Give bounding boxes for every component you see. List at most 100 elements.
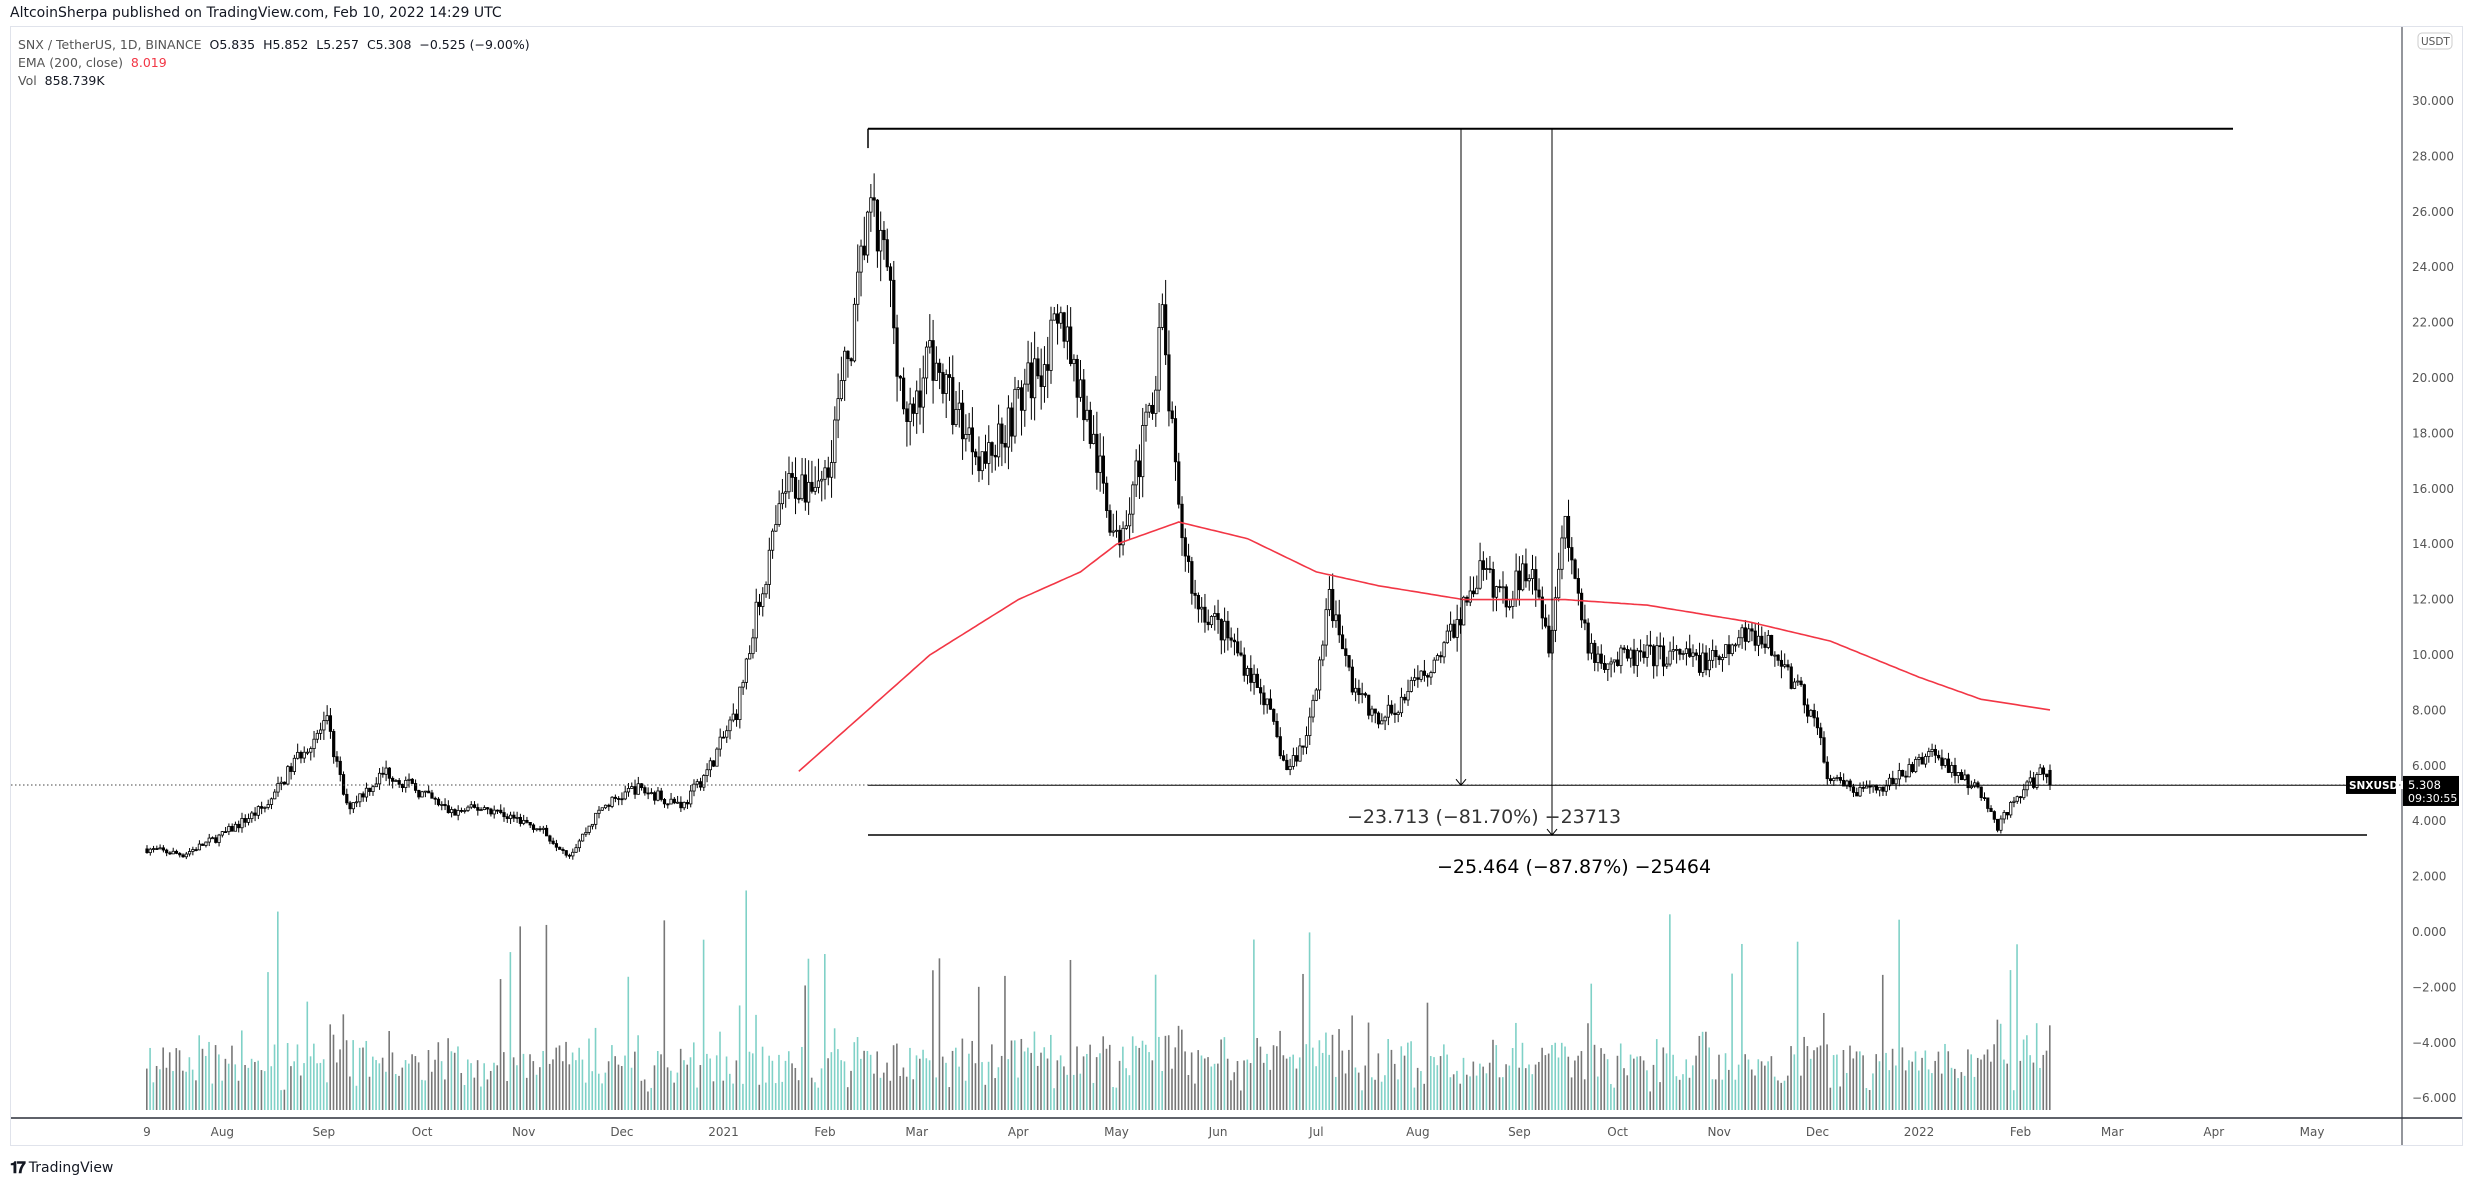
candle-down [1039,375,1043,387]
volume-bar [381,1057,384,1110]
candle-up [1042,364,1047,387]
volume-bar [1518,1067,1520,1110]
volume-bar [1757,1059,1760,1110]
tradingview-logo[interactable]: 𝟏𝟕 TradingView [10,1158,113,1178]
legend-open: O5.835 [209,37,256,52]
volume-bar [182,1070,184,1110]
volume-bar [1354,1067,1357,1110]
price-axis[interactable]: 30.000 28.000 26.000 24.000 22.000 20.000 18.0… [2401,27,2456,1145]
volume-bar [1508,1065,1511,1110]
volume-bar [303,1063,305,1110]
candle-up [2022,789,2026,799]
candle-up [738,686,742,720]
volume-bar [1865,1088,1868,1110]
volume-bar [532,1061,535,1110]
volume-bar [417,1062,420,1110]
volume-bar [221,1080,223,1110]
candle-up [1160,304,1164,328]
currency-badge[interactable] [2417,32,2453,50]
volume-bar [1675,1076,1678,1110]
candle-up [1684,648,1689,654]
volume-bar [846,1087,849,1110]
volume-bar [1970,1054,1972,1110]
candle-down [1498,586,1502,589]
legend-ema-row: EMA (200, close) 8.019 [18,54,530,72]
candle-up [377,772,382,785]
candle-down [1625,649,1630,659]
volume-bar [1567,1056,1570,1110]
volume-bar [191,1069,194,1110]
candle-down [672,798,676,804]
volume-bar [1213,1063,1216,1110]
candle-up [761,593,765,607]
legend-symbol[interactable]: SNX / TetherUS, 1D, BINANCE [18,37,202,52]
candle-up [1747,628,1751,642]
legend-vol-label[interactable]: Vol [18,73,37,88]
candle-down [1995,818,2000,831]
chart-pane[interactable] [10,26,2463,1146]
volume-bar [1295,1068,1298,1110]
candle-down [1055,313,1060,324]
volume-bar [1161,1070,1163,1110]
candle-down [960,402,965,440]
volume-bar [702,939,705,1110]
volume-bar [1822,1012,1825,1110]
legend-ema-label[interactable]: EMA (200, close) [18,55,123,70]
candle-down [617,798,621,800]
time-axis[interactable]: 9 Aug Sep Oct Nov Dec 2021 Feb Mar Apr May Jun Jul Au… [11,1117,2462,1139]
candle-down [1439,655,1443,658]
volume-bar [227,1063,230,1110]
volume-bar [1574,1060,1576,1110]
volume-bar [1210,1066,1213,1110]
candle-up [603,804,608,809]
volume-bar [1796,941,1799,1110]
volume-bar [240,1030,243,1110]
candle-up [273,791,277,800]
candle-down [1167,354,1171,412]
candle-up [1956,772,1960,776]
candle-up [656,790,660,801]
candle-down [1206,621,1210,626]
candle-down [338,760,342,775]
candle-down [888,266,893,281]
candle-down [1216,613,1220,620]
volume-bar [349,1076,351,1110]
candle-down [1219,619,1223,641]
candle-up [1091,433,1096,444]
candle-up [764,584,768,595]
volume-bar [745,890,747,1110]
price-tick-label: −6.000 [2412,1091,2456,1105]
volume-bar [1452,1074,1455,1110]
candle-down [1278,736,1282,757]
candle-up [741,681,745,688]
candle-up [1999,818,2003,831]
candle-down [1262,692,1266,706]
candle-down [1966,774,1970,789]
candle-down [1301,745,1305,748]
volume-bar [1898,919,1900,1110]
volume-bar [1151,1060,1154,1110]
volume-bar [1135,1045,1137,1110]
candle-up [1619,647,1623,667]
candle-up [1131,484,1135,515]
volume-bar [1407,1042,1409,1110]
candle-down [505,816,509,819]
candle-up [630,786,634,789]
volume-bar [355,1085,358,1110]
candle-down [1232,639,1237,643]
candle-up [1111,530,1115,533]
price-tick-label: −4.000 [2412,1036,2456,1050]
volume-bar [368,1076,371,1110]
candle-down [846,350,850,360]
volume-bar [1459,1083,1462,1110]
volume-bar [1302,973,1304,1110]
candle-up [1370,708,1374,716]
volume-bar [1253,939,1255,1110]
volume-bar [558,1045,561,1110]
candle-down [1979,786,1983,799]
volume-bar [1859,1051,1861,1110]
candle-up [1907,764,1911,778]
candle-up [1740,627,1744,639]
